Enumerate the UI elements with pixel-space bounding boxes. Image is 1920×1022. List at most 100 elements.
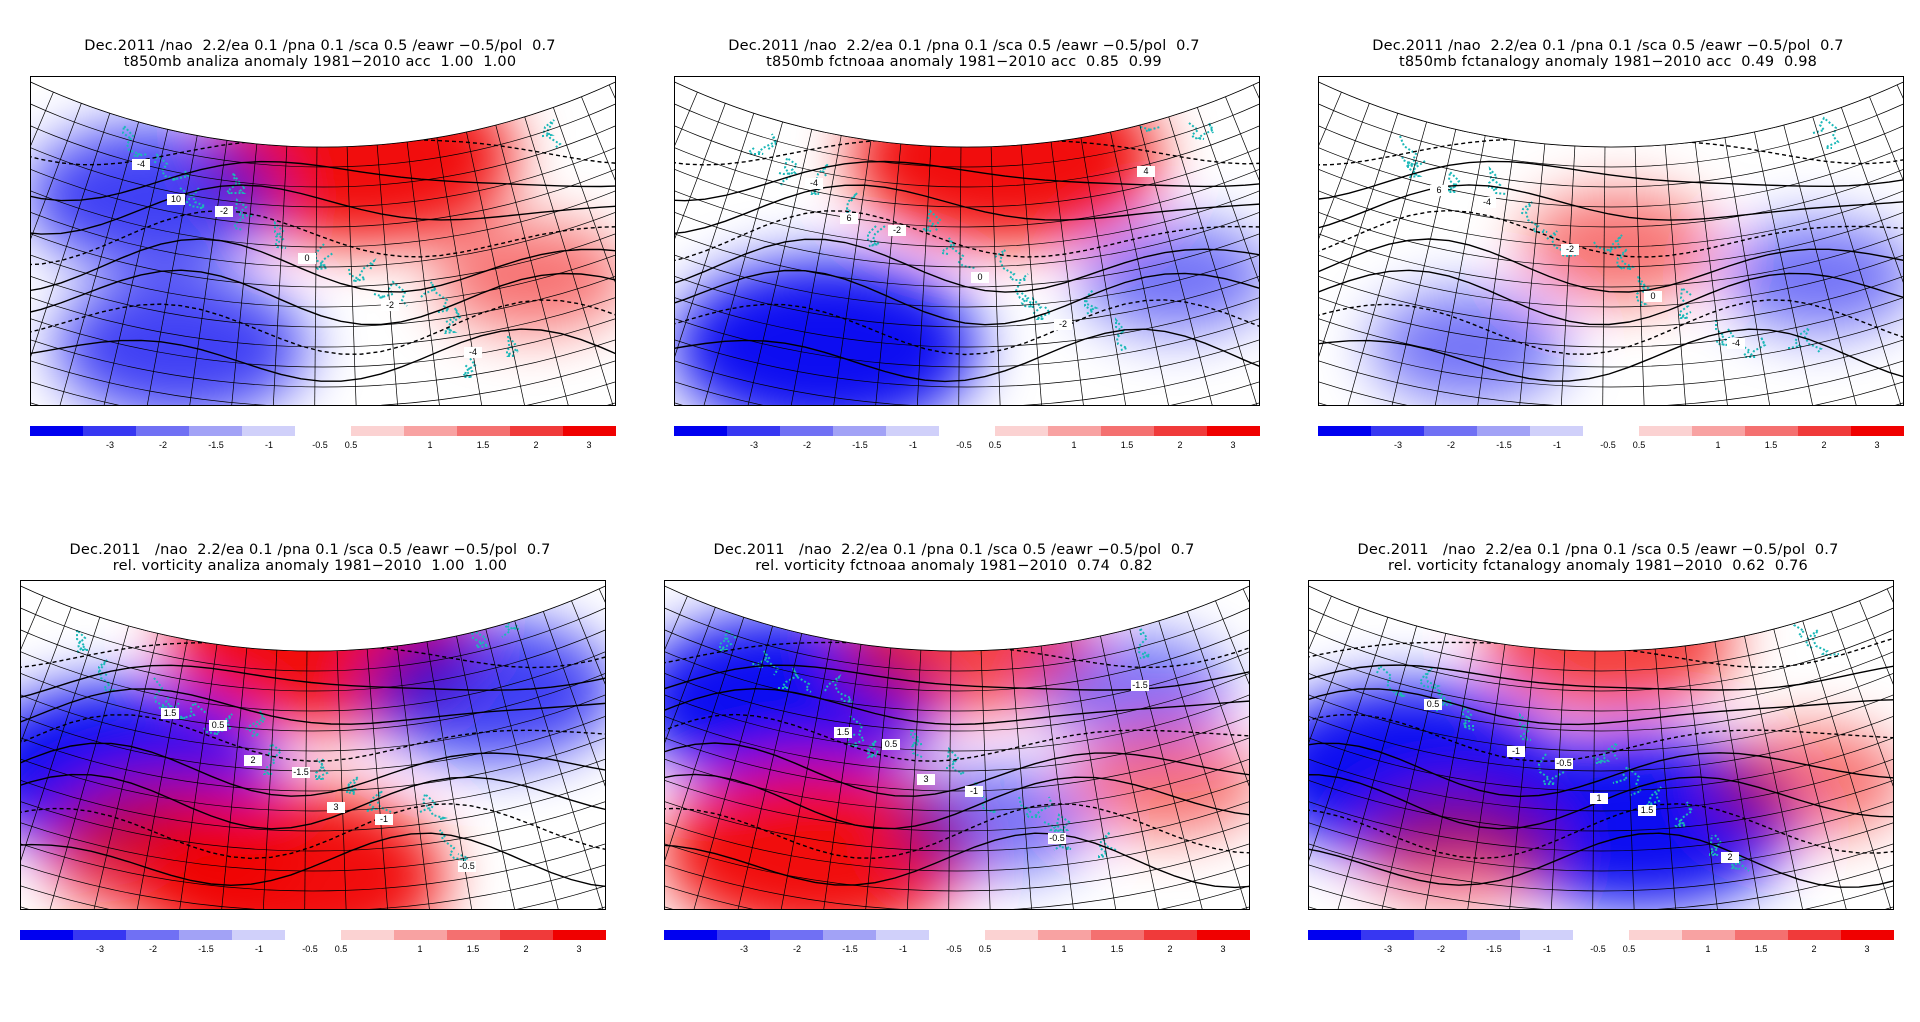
colorbar-swatch [563,426,616,436]
negative-anomaly-region [897,765,1093,877]
contour-label: -4 [137,159,145,169]
panel-title-line2: t850mb fctanalogy anomaly 1981−2010 acc … [1398,54,1818,70]
colorbar-swatch [1424,426,1477,436]
contour-lines [31,138,615,382]
colorbar-tick-label: -1.5 [842,944,858,954]
colorbar: -3 -2 -1.5 -1 -0.5 0.5 1 1.5 2 3 [30,426,616,456]
colorbar-tick-label: -2 [1436,944,1446,954]
contour-label: -0.5 [1556,758,1572,768]
colorbar-tick-label: -3 [1393,440,1403,450]
contour-label: -2 [1059,319,1067,329]
colorbar-swatch [1629,930,1682,940]
contour-label: -4 [469,347,477,357]
colorbar: -3 -2 -1.5 -1 -0.5 0.5 1 1.5 2 3 [674,426,1260,456]
colorbar-swatch [1530,426,1583,436]
colorbar-swatch [1798,426,1851,436]
colorbar-tick-label: -1 [898,944,908,954]
contour-label: -0.5 [459,861,475,871]
colorbar-swatch [770,930,823,940]
colorbar-swatch [500,930,553,940]
colorbar-swatch [1467,930,1520,940]
colorbar-swatch [1154,426,1207,436]
colorbar-swatch [232,930,285,940]
colorbar-tick-label: 2 [533,440,539,450]
colorbar-swatch [20,930,73,940]
contour-label: -0.5 [1049,833,1065,843]
anomaly-map: 0.5 -1 -0.5 -1.5 1.5 3 [665,581,1249,909]
anomaly-map: -4 -2 0 -4 6 [1319,77,1903,405]
contour-label: 2 [1727,852,1732,862]
contour-label: 2 [250,755,255,765]
colorbar-swatch [1091,930,1144,940]
contour-label: -1 [970,786,978,796]
colorbar-tick-label: -0.5 [1600,440,1616,450]
colorbar-swatch [126,930,179,940]
contour-lines [665,641,1249,889]
colorbar-swatch [1308,930,1361,940]
map-panel: Dec.2011 /nao 2.2/ea 0.1 /pna 0.1 /sca 0… [1308,38,1908,518]
colorbar-swatch [30,426,83,436]
colorbar-tick-label: 2 [1167,944,1173,954]
colorbar-swatch [1361,930,1414,940]
lat-lon-grid [1309,581,1893,909]
colorbar-swatch [833,426,886,436]
colorbar-tick-label: 2 [523,944,529,954]
colorbar-swatch [727,426,780,436]
colorbar: -3 -2 -1.5 -1 -0.5 0.5 1 1.5 2 3 [1308,930,1894,960]
panel-title-line2: rel. vorticity fctanalogy anomaly 1981−2… [1388,558,1808,574]
colorbar-swatch [717,930,770,940]
contour-label: -1 [380,814,388,824]
colorbar-tick-label: 0.5 [1632,440,1646,450]
anomaly-map: -4 -2 0 -2 4 6 [675,77,1259,405]
colorbar-swatch [73,930,126,940]
contour-label: 4 [1143,166,1148,176]
negative-anomaly-region [365,619,605,763]
panel-title-line2: rel. vorticity fctnoaa anomaly 1981−2010… [755,558,1153,574]
contour-label: 0 [977,272,982,282]
map-panel: Dec.2011 /nao 2.2/ea 0.1 /pna 0.1 /sca 0… [654,542,1254,1022]
map-frame: -4 -2 0 -2 -4 10 [30,76,616,406]
colorbar-swatch [1745,426,1798,436]
colorbar-tick-label: 1.5 [1120,440,1134,450]
anomaly-map: -4 -2 0 -2 -4 10 [31,77,615,405]
colorbar-tick-label: 1 [1705,944,1711,954]
contour-label: -2 [893,225,901,235]
contour-label: 1.5 [164,708,177,718]
map-panel: Dec.2011 /nao 2.2/ea 0.1 /pna 0.1 /sca 0… [10,542,610,1022]
colorbar-swatch [179,930,232,940]
colorbar-swatch [136,426,189,436]
colorbar-tick-label: 0.5 [344,440,358,450]
colorbar-tick-label: -3 [1383,944,1393,954]
colorbar-tick-label: 1.5 [476,440,490,450]
colorbar-tick-label: -2 [1446,440,1456,450]
positive-anomaly-region [1711,725,1893,837]
colorbar-swatch [1841,930,1894,940]
colorbar-tick-label: -0.5 [956,440,972,450]
colorbar-tick-label: 0.5 [334,944,348,954]
contour-label: 0 [304,253,309,263]
negative-anomaly-region [55,275,307,405]
contour-label: -1 [1512,746,1520,756]
colorbar-tick-label: 1 [1071,440,1077,450]
positive-anomaly-region [1361,795,1557,907]
colorbar-swatch [447,930,500,940]
negative-anomaly-region [1077,221,1259,333]
map-panel: Dec.2011 /nao 2.2/ea 0.1 /pna 0.1 /sca 0… [1298,542,1898,1022]
colorbar-tick-label: -0.5 [302,944,318,954]
colorbar-swatch [457,426,510,436]
colorbar-tick-label: 1 [1715,440,1721,450]
colorbar-tick-label: 0.5 [1622,944,1636,954]
colorbar-tick-label: -3 [739,944,749,954]
colorbar-tick-label: -1.5 [198,944,214,954]
colorbar-tick-label: 1.5 [1764,440,1778,450]
colorbar-swatch [985,930,1038,940]
negative-anomaly-region [1721,221,1903,333]
colorbar-tick-label: 3 [586,440,592,450]
colorbar-tick-label: 1 [427,440,433,450]
colorbar-swatch [1692,426,1745,436]
anomaly-map: -0.5 1.5 2 0.5 -1 1 [1309,581,1893,909]
colorbar-swatch [1639,426,1692,436]
colorbar-swatch [341,930,394,940]
colorbar-swatch [1735,930,1788,940]
map-panel: Dec.2011 /nao 2.2/ea 0.1 /pna 0.1 /sca 0… [664,38,1264,518]
